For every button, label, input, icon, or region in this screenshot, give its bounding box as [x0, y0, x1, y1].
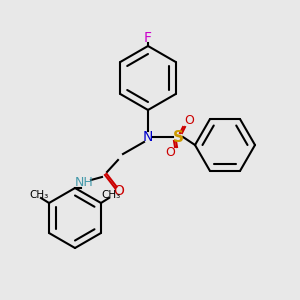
Text: N: N	[143, 130, 153, 144]
Text: CH₃: CH₃	[101, 190, 121, 200]
Text: O: O	[114, 184, 124, 198]
Text: O: O	[165, 146, 175, 160]
Text: NH: NH	[75, 176, 93, 188]
Text: CH₃: CH₃	[29, 190, 49, 200]
Text: F: F	[144, 31, 152, 45]
Text: S: S	[172, 130, 184, 145]
Text: O: O	[184, 115, 194, 128]
